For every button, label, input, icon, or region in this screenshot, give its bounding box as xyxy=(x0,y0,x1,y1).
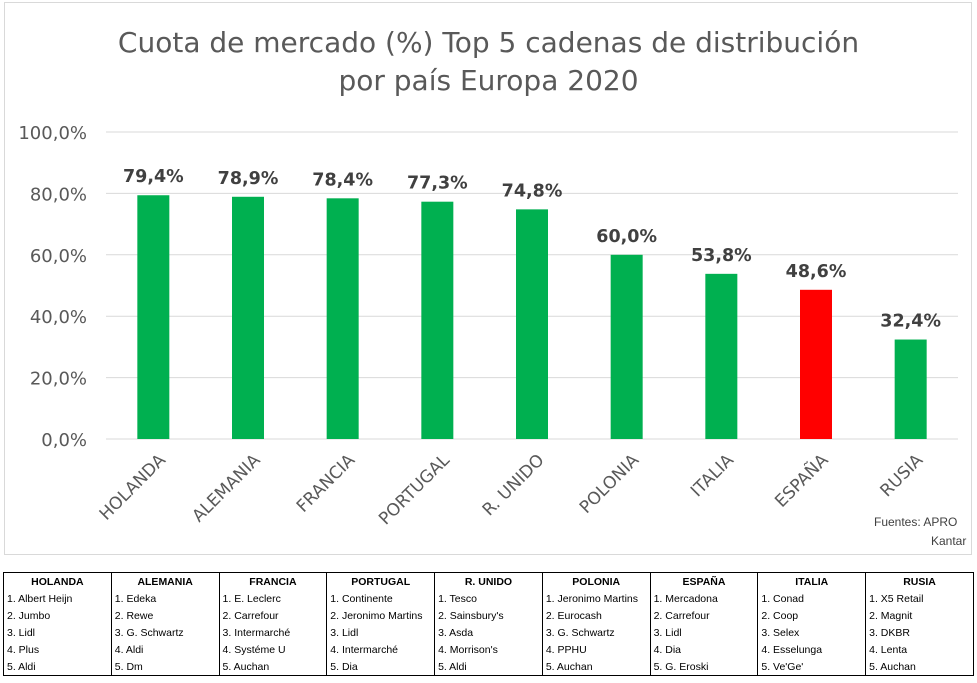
table-cell: 4. Lenta xyxy=(865,641,974,658)
table-cell: 4. Plus xyxy=(3,641,112,658)
table-cell: 3. Lidl xyxy=(649,624,759,641)
table-cell: 1. Jeronimo Martins xyxy=(541,590,651,607)
y-tick-label: 100,0% xyxy=(18,123,87,144)
table-row: 5. Aldi 5. Dm 5. Auchan 5. Dia 5. Aldi 5. Auc… xyxy=(3,658,974,676)
x-tick-label: POLONIA xyxy=(576,450,644,518)
table-row: 3. Lidl 3. G. Schwartz 3. Intermarché 3. Li… xyxy=(3,624,974,641)
table-cell: 5. Ve'Ge' xyxy=(757,658,867,676)
table-cell: 4. Esselunga xyxy=(757,641,867,658)
table-header-cell: POLONIA xyxy=(541,572,651,590)
x-tick-label: FRANCIA xyxy=(293,450,360,517)
table-cell: 3. Lidl xyxy=(3,624,112,641)
table-row: 2. Jumbo 2. Rewe 2. Carrefour 2. Jeronimo M… xyxy=(3,607,974,624)
source-line-2: Kantar xyxy=(931,534,967,548)
table-cell: 5. Auchan xyxy=(865,658,974,676)
table-cell: 5. Dm xyxy=(110,658,220,676)
y-tick-label: 80,0% xyxy=(30,184,87,205)
bar xyxy=(610,254,643,439)
bar xyxy=(705,273,738,439)
table-cell: 5. Aldi xyxy=(434,658,543,676)
bar xyxy=(232,196,264,439)
data-label: 78,4% xyxy=(312,170,373,190)
table-cell: 2. Sainsbury's xyxy=(434,607,543,624)
data-label: 53,8% xyxy=(691,246,752,266)
table-cell: 1. E. Leclerc xyxy=(218,590,328,607)
table-cell: 5. Dia xyxy=(326,658,436,676)
table-header-cell: ESPAÑA xyxy=(649,572,759,590)
table-cell: 1. Albert Heijn xyxy=(3,590,112,607)
x-tick-label: ESPAÑA xyxy=(770,449,833,512)
table-header-cell: HOLANDA xyxy=(3,572,112,590)
table-cell: 1. Mercadona xyxy=(649,590,759,607)
bar xyxy=(137,195,170,439)
retail-chains-table: HOLANDA ALEMANIA FRANCIA PORTUGAL R. UNIDO PO… xyxy=(3,572,974,676)
chart-title-line-1: Cuota de mercado (%) Top 5 cadenas de di… xyxy=(117,26,860,59)
data-label: 60,0% xyxy=(596,227,657,247)
bar xyxy=(516,209,548,439)
table-cell: 4. Intermarché xyxy=(326,641,436,658)
table-cell: 5. Aldi xyxy=(3,658,112,676)
table-cell: 3. Selex xyxy=(757,624,867,641)
bar xyxy=(800,289,832,439)
table-cell: 3. G. Schwartz xyxy=(110,624,220,641)
x-tick-label: ALEMANIA xyxy=(189,450,265,526)
x-tick-label: ITALIA xyxy=(687,450,738,501)
bar xyxy=(894,339,927,439)
data-label: 79,4% xyxy=(123,167,184,187)
table-cell: 5. Auchan xyxy=(218,658,328,676)
table-row: 1. Albert Heijn 1. Edeka 1. E. Leclerc 1. C… xyxy=(3,590,974,607)
data-label: 77,3% xyxy=(407,174,468,194)
table-cell: 2. Eurocash xyxy=(541,607,651,624)
data-label: 74,8% xyxy=(502,181,563,201)
table-cell: 3. G. Schwartz xyxy=(541,624,651,641)
table-cell: 2. Rewe xyxy=(110,607,220,624)
table-header-cell: ALEMANIA xyxy=(110,572,220,590)
table-row: 4. Plus 4. Aldi 4. Systéme U 4. Intermarché… xyxy=(3,641,974,658)
table-header-cell: R. UNIDO xyxy=(434,572,543,590)
bar xyxy=(421,201,454,439)
table-cell: 3. Lidl xyxy=(326,624,436,641)
table-cell: 3. Intermarché xyxy=(218,624,328,641)
x-tick-label: R. UNIDO xyxy=(479,450,549,520)
x-tick-label: HOLANDA xyxy=(96,450,170,524)
table-cell: 2. Carrefour xyxy=(218,607,328,624)
table-cell: 2. Coop xyxy=(757,607,867,624)
y-tick-label: 20,0% xyxy=(30,369,87,390)
table-cell: 1. Continente xyxy=(326,590,436,607)
table-cell: 3. Asda xyxy=(434,624,543,641)
bar xyxy=(326,198,359,439)
table-cell: 1. X5 Retail xyxy=(865,590,974,607)
table-cell: 5. G. Eroski xyxy=(649,658,759,676)
table-cell: 5. Auchan xyxy=(541,658,651,676)
table-cell: 2. Jeronimo Martins xyxy=(326,607,436,624)
table-cell: 2. Jumbo xyxy=(3,607,112,624)
data-label: 48,6% xyxy=(786,262,847,282)
table-header-cell: ITALIA xyxy=(757,572,867,590)
table-cell: 4. Aldi xyxy=(110,641,220,658)
y-tick-label: 40,0% xyxy=(30,307,87,328)
table-header-cell: RUSIA xyxy=(865,572,974,590)
table-cell: 4. PPHU xyxy=(541,641,651,658)
data-label: 78,9% xyxy=(218,169,279,189)
table-cell: 2. Carrefour xyxy=(649,607,759,624)
table-cell: 1. Conad xyxy=(757,590,867,607)
table-header-cell: PORTUGAL xyxy=(326,572,436,590)
table-cell: 2. Magnit xyxy=(865,607,974,624)
y-tick-label: 60,0% xyxy=(30,246,87,267)
table-header-cell: FRANCIA xyxy=(218,572,328,590)
table-cell: 4. Morrison's xyxy=(434,641,543,658)
x-tick-label: PORTUGAL xyxy=(375,450,454,529)
table-cell: 4. Dia xyxy=(649,641,759,658)
table-cell: 3. DKBR xyxy=(865,624,974,641)
x-tick-label: RUSIA xyxy=(877,450,928,501)
table-cell: 4. Systéme U xyxy=(218,641,328,658)
y-tick-label: 0,0% xyxy=(41,430,87,451)
bar-chart: 0,0% 20,0% 40,0% 60,0% 80,0% 100,0% 79,4% HOLAN… xyxy=(18,123,958,529)
source-line-1: Fuentes: APRO xyxy=(874,515,958,529)
data-label: 32,4% xyxy=(880,312,941,332)
table-cell: 1. Tesco xyxy=(434,590,543,607)
chart-title-line-2: por país Europa 2020 xyxy=(338,64,639,97)
table-cell: 1. Edeka xyxy=(110,590,220,607)
